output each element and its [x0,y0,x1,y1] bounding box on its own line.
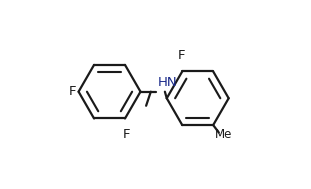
Text: F: F [123,128,131,141]
Text: HN: HN [158,76,178,89]
Text: Me: Me [215,129,232,141]
Text: F: F [178,49,185,62]
Text: F: F [69,85,76,98]
